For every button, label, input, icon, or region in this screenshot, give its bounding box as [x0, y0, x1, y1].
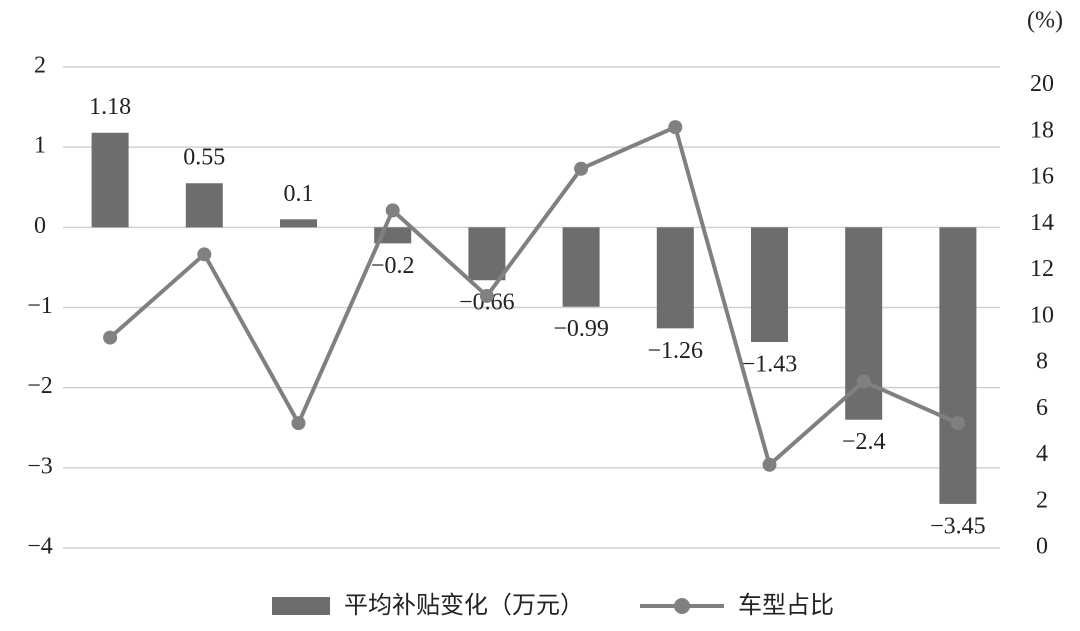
- bar: [562, 227, 600, 307]
- bar: [280, 219, 317, 228]
- y2-tick-label: 16: [1030, 164, 1054, 190]
- bar: [751, 227, 788, 342]
- data-label: −1.43: [742, 351, 798, 377]
- y2-tick-label: 6: [1036, 395, 1048, 421]
- line: [108, 124, 959, 469]
- bar: [468, 227, 506, 281]
- data-label: 0.55: [183, 145, 225, 171]
- bar: [656, 227, 694, 329]
- y-tick-label: 1: [34, 133, 46, 159]
- y2-tick-label: 0: [1036, 534, 1048, 560]
- line-marker: [856, 374, 871, 389]
- y-tick-label: −3: [27, 453, 53, 479]
- y2-tick-label: 8: [1036, 349, 1048, 375]
- y-tick-label: −2: [27, 373, 53, 399]
- line-marker: [668, 120, 683, 135]
- legend-swatch-marker: [674, 598, 690, 614]
- line-marker: [950, 416, 965, 431]
- y2-axis-label: (%): [1027, 8, 1063, 34]
- y2-tick-label: 10: [1030, 302, 1054, 328]
- data-label: −1.26: [648, 338, 704, 364]
- bar: [185, 183, 223, 228]
- y2-tick-label: 18: [1030, 117, 1054, 143]
- line-marker: [291, 416, 306, 431]
- y2-tick-label: 4: [1036, 441, 1048, 467]
- line-marker: [574, 161, 589, 176]
- line-marker: [479, 288, 494, 303]
- legend-label: 车型占比: [738, 591, 834, 619]
- data-label: −2.4: [842, 429, 886, 455]
- data-label: 0.1: [284, 181, 314, 207]
- bar: [91, 132, 129, 228]
- line-marker: [197, 247, 212, 262]
- data-label: 1.18: [89, 94, 131, 120]
- data-label: −3.45: [930, 513, 986, 539]
- y-tick-label: −1: [27, 293, 53, 319]
- line-marker: [103, 330, 118, 345]
- line-marker: [762, 457, 777, 472]
- y2-tick-label: 12: [1030, 256, 1054, 282]
- y2-tick-label: 14: [1030, 210, 1054, 236]
- y-tick-label: −4: [27, 534, 53, 560]
- data-label: −0.99: [553, 316, 609, 342]
- y-tick-label: 2: [34, 53, 46, 79]
- legend-swatch: [272, 597, 330, 615]
- y-tick-label: 0: [34, 213, 46, 239]
- y2-tick-label: 20: [1030, 71, 1054, 97]
- line-marker: [385, 203, 400, 218]
- y2-tick-label: 2: [1036, 487, 1048, 513]
- legend-label: 平均补贴变化（万元）: [344, 591, 584, 619]
- bar: [939, 227, 977, 504]
- data-label: −0.2: [371, 253, 415, 279]
